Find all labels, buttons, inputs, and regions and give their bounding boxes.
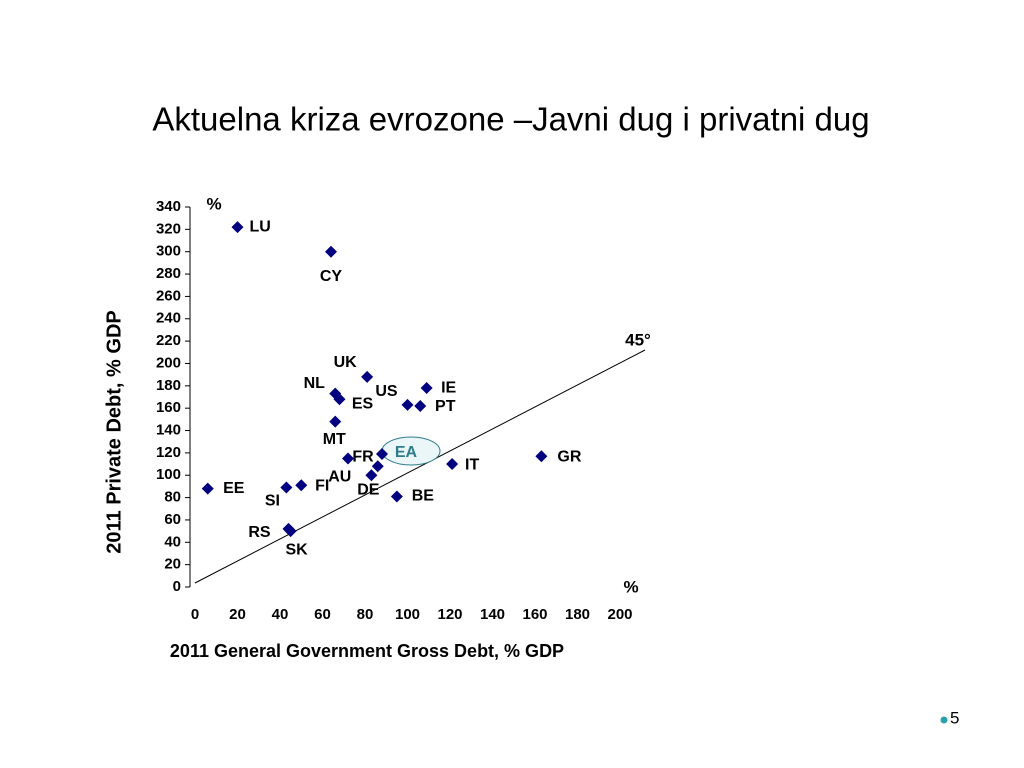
y-tick-label: 320 (156, 220, 181, 237)
y-unit: % (206, 194, 221, 213)
y-tick-label: 220 (156, 332, 181, 349)
x-tick-label: 140 (480, 606, 505, 623)
y-tick-label: 340 (156, 198, 181, 215)
point-label: IE (441, 379, 456, 396)
point (201, 482, 214, 495)
point (361, 370, 374, 383)
y-tick-label: 260 (156, 287, 181, 304)
point-label: US (375, 383, 398, 400)
point (295, 479, 308, 492)
y-tick-label: 160 (156, 399, 181, 416)
bullet (940, 716, 948, 724)
y-tick-label: 180 (156, 377, 181, 394)
point-label: EA (395, 444, 418, 461)
point (333, 393, 346, 406)
point-label: BE (412, 488, 435, 505)
slide-number: 5 (950, 708, 959, 727)
y-tick-label: 200 (156, 354, 181, 371)
point-label: FI (315, 478, 329, 495)
angle-label: 45° (625, 330, 651, 349)
point (376, 448, 388, 460)
y-tick-label: 80 (164, 489, 181, 506)
point-label: PT (435, 398, 456, 415)
x-unit: % (623, 577, 638, 596)
point-label: SK (286, 541, 309, 558)
y-tick-label: 20 (164, 556, 181, 573)
y-tick-label: 120 (156, 444, 181, 461)
point-label: SI (265, 493, 280, 510)
x-tick-label: 40 (272, 606, 289, 623)
point (390, 490, 403, 503)
point (329, 415, 342, 428)
point (414, 399, 427, 412)
point (535, 450, 548, 463)
x-tick-label: 100 (395, 606, 420, 623)
point-label: GR (557, 448, 581, 465)
y-tick-label: 140 (156, 421, 181, 438)
point-label: MT (323, 431, 346, 448)
y-tick-label: 60 (164, 511, 181, 528)
point-label: EE (223, 480, 245, 497)
y-tick-label: 280 (156, 265, 181, 282)
point (420, 382, 433, 395)
y-tick-label: 100 (156, 466, 181, 483)
x-tick-label: 80 (357, 606, 374, 623)
point-label: RS (248, 524, 271, 541)
y-tick-label: 240 (156, 310, 181, 327)
x-tick-label: 180 (565, 606, 590, 623)
point (446, 458, 459, 471)
point (231, 221, 244, 234)
point (280, 481, 293, 494)
point-label: ES (352, 395, 374, 412)
point (325, 245, 337, 258)
point-label: IT (465, 456, 479, 473)
y-tick-label: 300 (156, 243, 181, 260)
point-label: AU (328, 469, 351, 486)
y-axis-label: 2011 Private Debt, % GDP (103, 310, 125, 553)
point (284, 525, 297, 538)
x-tick-label: 200 (607, 606, 632, 623)
point-label: NL (304, 375, 326, 392)
point-label: FR (352, 449, 374, 466)
x-tick-label: 60 (314, 606, 331, 623)
x-tick-label: 120 (437, 606, 462, 623)
point-label: CY (320, 268, 343, 285)
x-tick-label: 0 (191, 606, 199, 623)
x-tick-label: 160 (522, 606, 547, 623)
point (342, 452, 354, 465)
point-label: LU (250, 218, 271, 235)
x-axis-label: 2011 General Government Gross Debt, % GD… (170, 641, 564, 661)
y-tick-label: 40 (164, 533, 181, 550)
y-tick-label: 0 (173, 578, 181, 595)
diagonal-line (194, 349, 646, 584)
point (371, 460, 384, 473)
point (365, 469, 378, 482)
point-label: UK (334, 354, 358, 371)
x-tick-label: 20 (229, 606, 246, 623)
slide-title: Aktuelna kriza evrozone –Javni dug i pri… (152, 101, 869, 138)
point (401, 398, 414, 411)
point-label: DE (357, 481, 380, 498)
